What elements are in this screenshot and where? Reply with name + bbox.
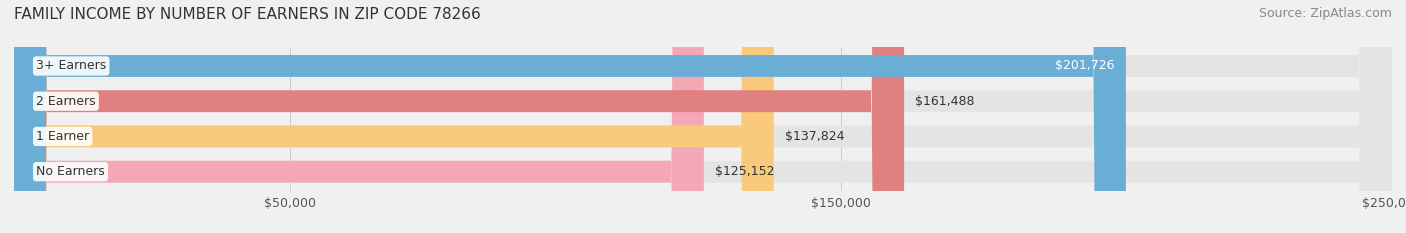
FancyBboxPatch shape xyxy=(14,0,1392,233)
FancyBboxPatch shape xyxy=(14,0,704,233)
FancyBboxPatch shape xyxy=(14,0,773,233)
FancyBboxPatch shape xyxy=(14,0,1392,233)
Text: $201,726: $201,726 xyxy=(1056,59,1115,72)
Text: $125,152: $125,152 xyxy=(714,165,775,178)
Text: FAMILY INCOME BY NUMBER OF EARNERS IN ZIP CODE 78266: FAMILY INCOME BY NUMBER OF EARNERS IN ZI… xyxy=(14,7,481,22)
Text: $161,488: $161,488 xyxy=(915,95,974,108)
FancyBboxPatch shape xyxy=(14,0,1392,233)
Text: $137,824: $137,824 xyxy=(785,130,844,143)
Text: No Earners: No Earners xyxy=(37,165,105,178)
FancyBboxPatch shape xyxy=(14,0,1126,233)
FancyBboxPatch shape xyxy=(14,0,1392,233)
FancyBboxPatch shape xyxy=(14,0,904,233)
Text: 1 Earner: 1 Earner xyxy=(37,130,89,143)
Text: Source: ZipAtlas.com: Source: ZipAtlas.com xyxy=(1258,7,1392,20)
Text: 3+ Earners: 3+ Earners xyxy=(37,59,107,72)
Text: 2 Earners: 2 Earners xyxy=(37,95,96,108)
